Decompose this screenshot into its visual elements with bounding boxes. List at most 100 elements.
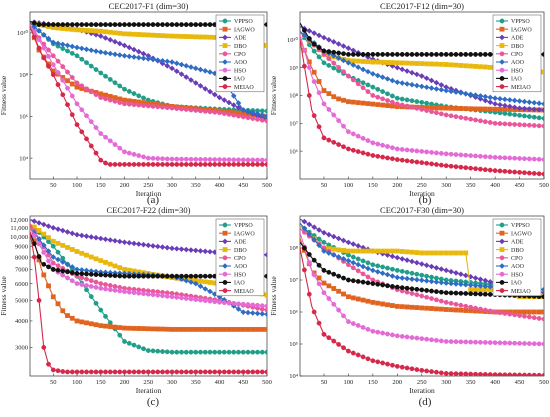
- series-marker: [531, 372, 537, 376]
- series-hso: [300, 232, 544, 347]
- series-marker: [438, 86, 445, 93]
- series-marker: [526, 170, 532, 176]
- series-marker: [145, 52, 152, 59]
- series-marker: [107, 272, 113, 278]
- series-marker: [350, 51, 356, 57]
- series-marker: [193, 273, 199, 279]
- series-marker: [380, 142, 386, 148]
- series-marker: [183, 74, 190, 80]
- series-marker: [41, 55, 47, 61]
- series-marker: [380, 282, 386, 288]
- series-marker: [50, 39, 57, 46]
- series-marker: [429, 369, 434, 375]
- series-marker: [126, 88, 132, 94]
- series-marker: [140, 241, 147, 248]
- series-marker: [226, 157, 232, 163]
- series-marker: [526, 122, 532, 128]
- series-marker: [331, 246, 337, 252]
- series-marker: [350, 350, 356, 356]
- series-marker: [306, 231, 313, 237]
- legend-swatch-marker: [499, 271, 505, 277]
- series-marker: [55, 22, 61, 27]
- series-marker: [433, 86, 440, 92]
- series-marker: [88, 321, 94, 327]
- legend-item-dbo: DBO: [219, 43, 247, 50]
- series-marker: [217, 157, 222, 162]
- series-marker: [502, 111, 508, 116]
- series-marker: [385, 265, 390, 271]
- series-marker: [341, 123, 346, 129]
- series-marker: [443, 290, 449, 296]
- series-marker: [207, 162, 213, 167]
- series-marker: [321, 331, 327, 337]
- series-marker: [502, 372, 508, 376]
- series-marker: [78, 45, 85, 52]
- x-axis-label: Iteration: [136, 386, 162, 395]
- series-marker: [370, 59, 376, 65]
- series-marker: [350, 62, 357, 68]
- y-tick-label: 10⁵: [289, 341, 298, 348]
- series-marker: [487, 106, 493, 112]
- series-marker: [107, 324, 113, 330]
- series-marker: [141, 95, 146, 101]
- series-marker: [173, 60, 180, 67]
- series-marker: [438, 289, 444, 295]
- series-marker: [45, 223, 52, 229]
- series-marker: [255, 349, 260, 355]
- series-marker: [316, 236, 322, 242]
- y-tick-label: 10⁹: [289, 65, 299, 72]
- series-marker: [131, 290, 137, 296]
- legend-item-meiao: MEIAO: [496, 84, 531, 91]
- series-marker: [482, 106, 488, 112]
- series-marker: [93, 92, 99, 98]
- series-marker: [202, 349, 208, 355]
- x-axis-label: Iteration: [136, 189, 162, 198]
- series-marker: [428, 263, 435, 270]
- series-marker: [98, 157, 104, 163]
- series-marker: [517, 169, 522, 175]
- legend-item-aoo: AOO: [496, 263, 525, 270]
- series-marker: [380, 154, 386, 160]
- series-marker: [394, 267, 400, 273]
- series-marker: [154, 57, 161, 63]
- series-marker: [131, 22, 137, 27]
- series-marker: [375, 263, 381, 269]
- series-marker: [69, 81, 75, 87]
- series-marker: [463, 51, 469, 57]
- series-marker: [245, 326, 251, 332]
- series-marker: [69, 230, 76, 237]
- series-marker: [240, 326, 246, 332]
- series-marker: [541, 107, 544, 113]
- series-marker: [531, 315, 537, 321]
- chart-title: CEC2017-F22 (dim=30): [107, 205, 191, 215]
- series-marker: [160, 293, 165, 299]
- series-marker: [497, 168, 503, 174]
- series-marker: [88, 63, 94, 69]
- series-marker: [531, 99, 538, 106]
- series-marker: [136, 93, 142, 99]
- series-marker: [419, 250, 425, 256]
- series-marker: [217, 299, 222, 305]
- series-marker: [438, 111, 444, 117]
- series-marker: [207, 22, 213, 27]
- series-marker: [65, 269, 70, 275]
- series-marker: [385, 283, 390, 289]
- series-marker: [193, 369, 199, 375]
- series-marker: [93, 256, 99, 262]
- series-marker: [409, 249, 415, 255]
- y-tick-label: 8000: [15, 254, 28, 261]
- series-marker: [394, 101, 400, 107]
- x-tick-label: 350: [191, 182, 201, 189]
- series-marker: [345, 239, 352, 246]
- series-marker: [150, 326, 156, 332]
- series-marker: [141, 346, 146, 352]
- series-marker: [103, 73, 108, 79]
- series-marker: [502, 102, 508, 109]
- series-marker: [379, 250, 386, 257]
- series-marker: [41, 45, 47, 51]
- y-tick-label: 10⁸: [289, 93, 299, 100]
- series-marker: [188, 296, 194, 302]
- series-marker: [448, 371, 454, 376]
- series-marker: [131, 31, 137, 37]
